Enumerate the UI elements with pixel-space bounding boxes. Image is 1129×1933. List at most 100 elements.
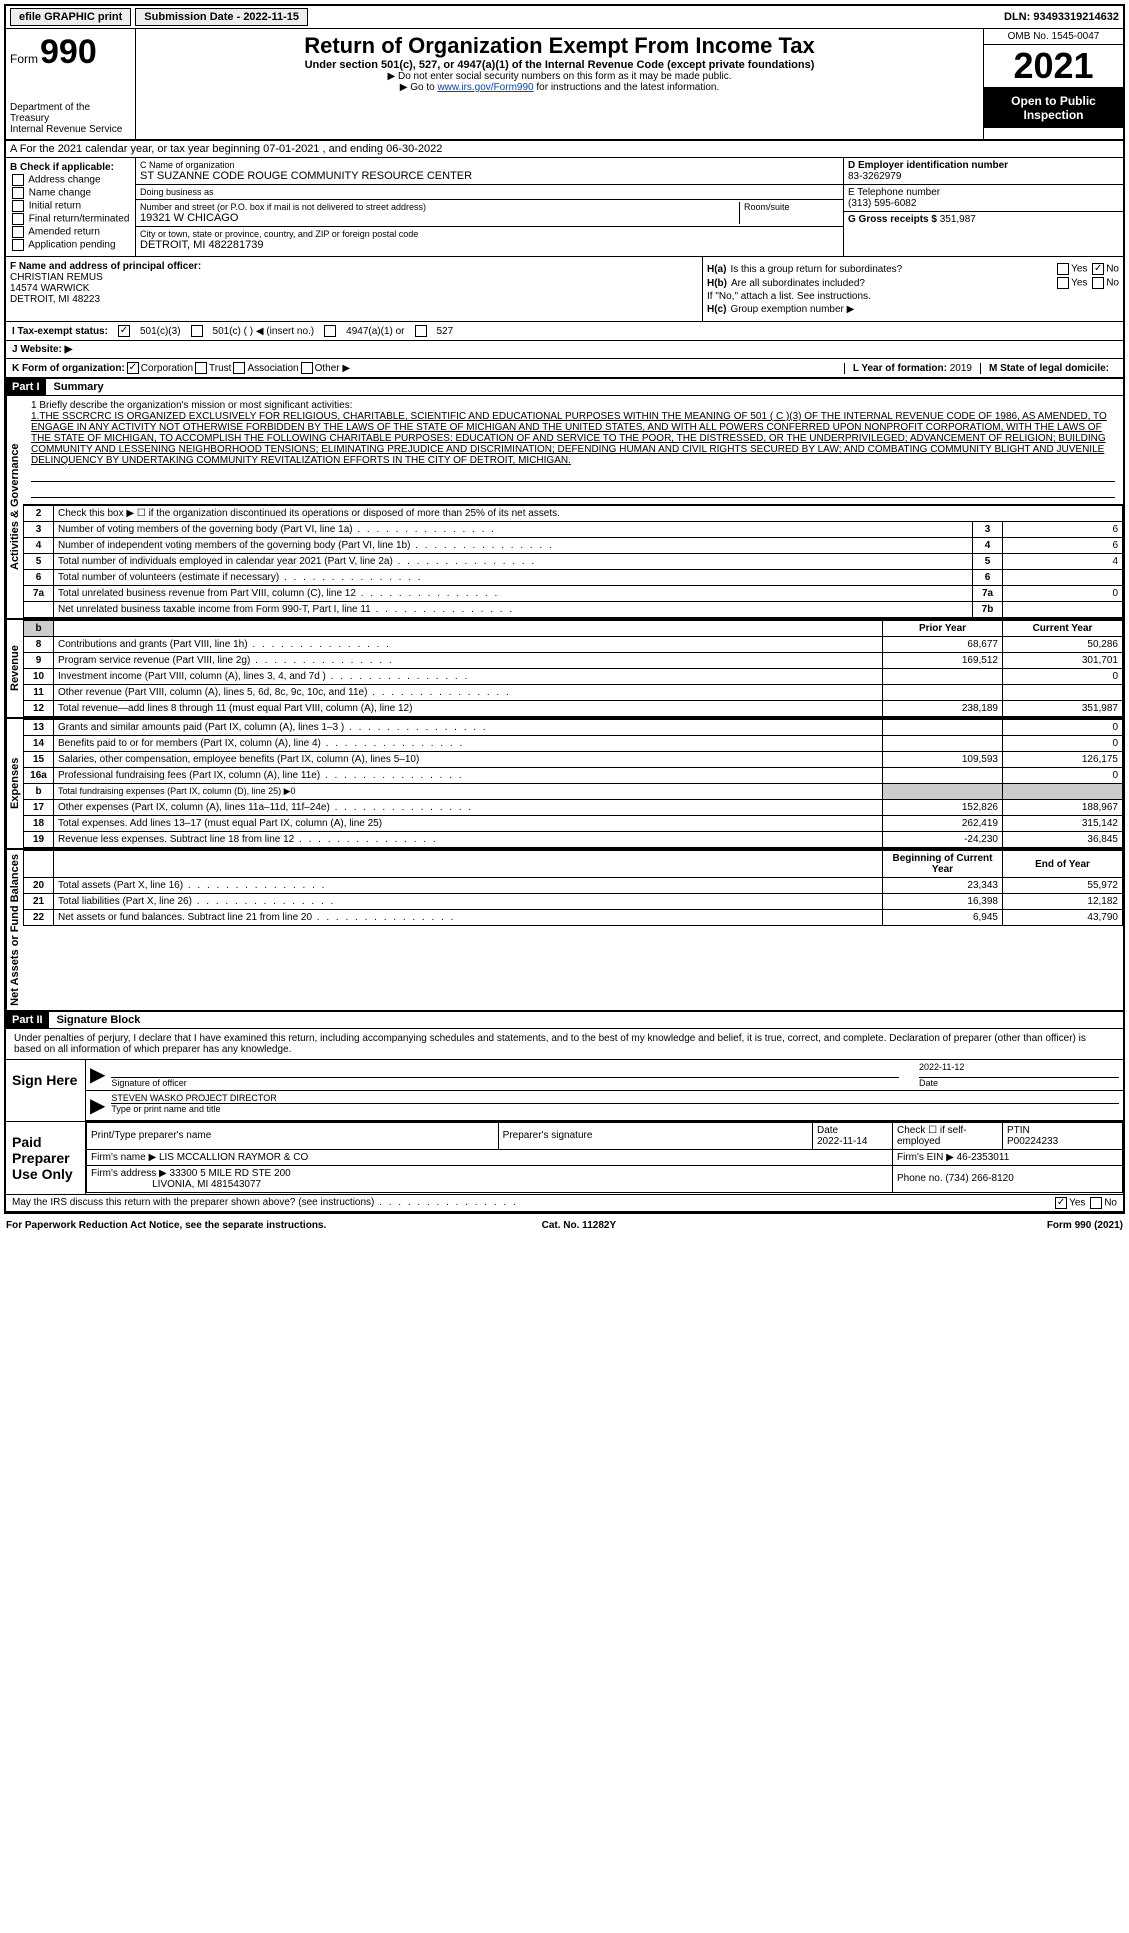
check-other[interactable] bbox=[301, 362, 313, 374]
line-9: Program service revenue (Part VIII, line… bbox=[54, 653, 883, 669]
line-22: Net assets or fund balances. Subtract li… bbox=[54, 910, 883, 926]
mission-text: 1.THE SSCRCRC IS ORGANIZED EXCLUSIVELY F… bbox=[31, 411, 1115, 466]
prep-date-label: Date bbox=[817, 1125, 838, 1136]
label-amended: Amended return bbox=[28, 227, 100, 238]
check-4947[interactable] bbox=[324, 325, 336, 337]
check-corp[interactable] bbox=[127, 362, 139, 374]
line-7a: Total unrelated business revenue from Pa… bbox=[54, 586, 973, 602]
check-initial[interactable] bbox=[12, 200, 24, 212]
discuss-no[interactable] bbox=[1090, 1197, 1102, 1209]
begin-year-header: Beginning of Current Year bbox=[883, 851, 1003, 878]
check-address-change[interactable] bbox=[12, 174, 24, 186]
officer-addr2: DETROIT, MI 48223 bbox=[10, 294, 698, 305]
line-18: Total expenses. Add lines 13–17 (must eq… bbox=[54, 816, 883, 832]
tax-exempt-label: I Tax-exempt status: bbox=[12, 326, 108, 337]
check-name-change[interactable] bbox=[12, 187, 24, 199]
check-assoc[interactable] bbox=[233, 362, 245, 374]
yes-label2: Yes bbox=[1071, 278, 1087, 289]
side-revenue: Revenue bbox=[6, 620, 23, 717]
ha-no[interactable] bbox=[1092, 263, 1104, 275]
side-netassets: Net Assets or Fund Balances bbox=[6, 850, 23, 1010]
goto-post: for instructions and the latest informat… bbox=[534, 82, 720, 93]
hb-yes[interactable] bbox=[1057, 277, 1069, 289]
p21: 16,398 bbox=[883, 894, 1003, 910]
firm-addr-label: Firm's address ▶ bbox=[91, 1168, 167, 1179]
p8: 68,677 bbox=[883, 637, 1003, 653]
form-title: Return of Organization Exempt From Incom… bbox=[140, 33, 979, 59]
submission-date: Submission Date - 2022-11-15 bbox=[135, 8, 308, 26]
opt-assoc: Association bbox=[247, 363, 298, 374]
line-4: Number of independent voting members of … bbox=[54, 538, 973, 554]
hb-no[interactable] bbox=[1092, 277, 1104, 289]
prior-year-header: Prior Year bbox=[883, 621, 1003, 637]
label-name-change: Name change bbox=[29, 188, 91, 199]
firm-phone-label: Phone no. bbox=[897, 1173, 943, 1184]
val-7b bbox=[1003, 602, 1123, 618]
firm-addr2: LIVONIA, MI 481543077 bbox=[152, 1179, 261, 1190]
check-final[interactable] bbox=[12, 213, 24, 225]
part-i-title: Summary bbox=[46, 379, 112, 395]
part-ii-header: Part II bbox=[6, 1012, 49, 1028]
opt-527: 527 bbox=[437, 326, 454, 337]
dln: DLN: 93493319214632 bbox=[1004, 11, 1119, 23]
side-expenses: Expenses bbox=[6, 719, 23, 848]
form990-link[interactable]: www.irs.gov/Form990 bbox=[437, 82, 533, 93]
form-subtitle: Under section 501(c), 527, or 4947(a)(1)… bbox=[140, 59, 979, 71]
sig-date: 2022-11-12 bbox=[919, 1062, 1119, 1078]
org-name: ST SUZANNE CODE ROUGE COMMUNITY RESOURCE… bbox=[140, 170, 839, 182]
line-16b: Total fundraising expenses (Part IX, col… bbox=[54, 784, 883, 800]
gross-label: G Gross receipts $ bbox=[848, 214, 937, 225]
line-7b: Net unrelated business taxable income fr… bbox=[54, 602, 973, 618]
prep-name-label: Print/Type preparer's name bbox=[87, 1122, 499, 1149]
check-501c[interactable] bbox=[191, 325, 203, 337]
officer-printed-name: STEVEN WASKO PROJECT DIRECTOR bbox=[111, 1093, 1119, 1104]
year-formation-label: L Year of formation: bbox=[853, 363, 947, 374]
check-amended[interactable] bbox=[12, 226, 24, 238]
arrow-icon: ▶ bbox=[90, 1062, 105, 1088]
label-final: Final return/terminated bbox=[29, 214, 130, 225]
p16a bbox=[883, 768, 1003, 784]
check-501c3[interactable] bbox=[118, 325, 130, 337]
discuss-yes[interactable] bbox=[1055, 1197, 1067, 1209]
sig-officer-label: Signature of officer bbox=[111, 1078, 899, 1088]
section-b-title: B Check if applicable: bbox=[10, 162, 131, 173]
room-label: Room/suite bbox=[744, 202, 839, 212]
irs-label: Internal Revenue Service bbox=[10, 124, 131, 135]
label-application: Application pending bbox=[28, 240, 115, 251]
current-year-header: Current Year bbox=[1003, 621, 1123, 637]
ha-label: H(a) bbox=[707, 264, 726, 275]
p22: 6,945 bbox=[883, 910, 1003, 926]
discuss-yes-label: Yes bbox=[1069, 1197, 1085, 1208]
line-11: Other revenue (Part VIII, column (A), li… bbox=[54, 685, 883, 701]
c10: 0 bbox=[1003, 669, 1123, 685]
hc-label: H(c) bbox=[707, 304, 726, 315]
c9: 301,701 bbox=[1003, 653, 1123, 669]
gross-value: 351,987 bbox=[940, 214, 976, 225]
opt-501c: 501(c) ( ) ◀ (insert no.) bbox=[213, 326, 315, 337]
p9: 169,512 bbox=[883, 653, 1003, 669]
ha-yes[interactable] bbox=[1057, 263, 1069, 275]
check-application[interactable] bbox=[12, 239, 24, 251]
check-self-employed: Check ☐ if self-employed bbox=[893, 1122, 1003, 1149]
label-initial: Initial return bbox=[29, 201, 81, 212]
efile-print-button[interactable]: efile GRAPHIC print bbox=[10, 8, 131, 26]
hb-text: Are all subordinates included? bbox=[731, 278, 865, 289]
omb-number: OMB No. 1545-0047 bbox=[984, 29, 1123, 45]
city-label: City or town, state or province, country… bbox=[140, 229, 839, 239]
ein-value: 83-3262979 bbox=[848, 171, 1119, 182]
c12: 351,987 bbox=[1003, 701, 1123, 717]
check-trust[interactable] bbox=[195, 362, 207, 374]
opt-other: Other ▶ bbox=[315, 363, 350, 374]
check-527[interactable] bbox=[415, 325, 427, 337]
discuss-text: May the IRS discuss this return with the… bbox=[12, 1197, 518, 1209]
phone-value: (313) 595-6082 bbox=[848, 198, 1119, 209]
officer-name: CHRISTIAN REMUS bbox=[10, 272, 698, 283]
firm-phone: (734) 266-8120 bbox=[945, 1173, 1013, 1184]
officer-label: F Name and address of principal officer: bbox=[10, 261, 698, 272]
p18: 262,419 bbox=[883, 816, 1003, 832]
p12: 238,189 bbox=[883, 701, 1003, 717]
ha-text: Is this a group return for subordinates? bbox=[730, 264, 902, 275]
opt-501c3: 501(c)(3) bbox=[140, 326, 181, 337]
hb-label: H(b) bbox=[707, 278, 727, 289]
line-6: Total number of volunteers (estimate if … bbox=[54, 570, 973, 586]
